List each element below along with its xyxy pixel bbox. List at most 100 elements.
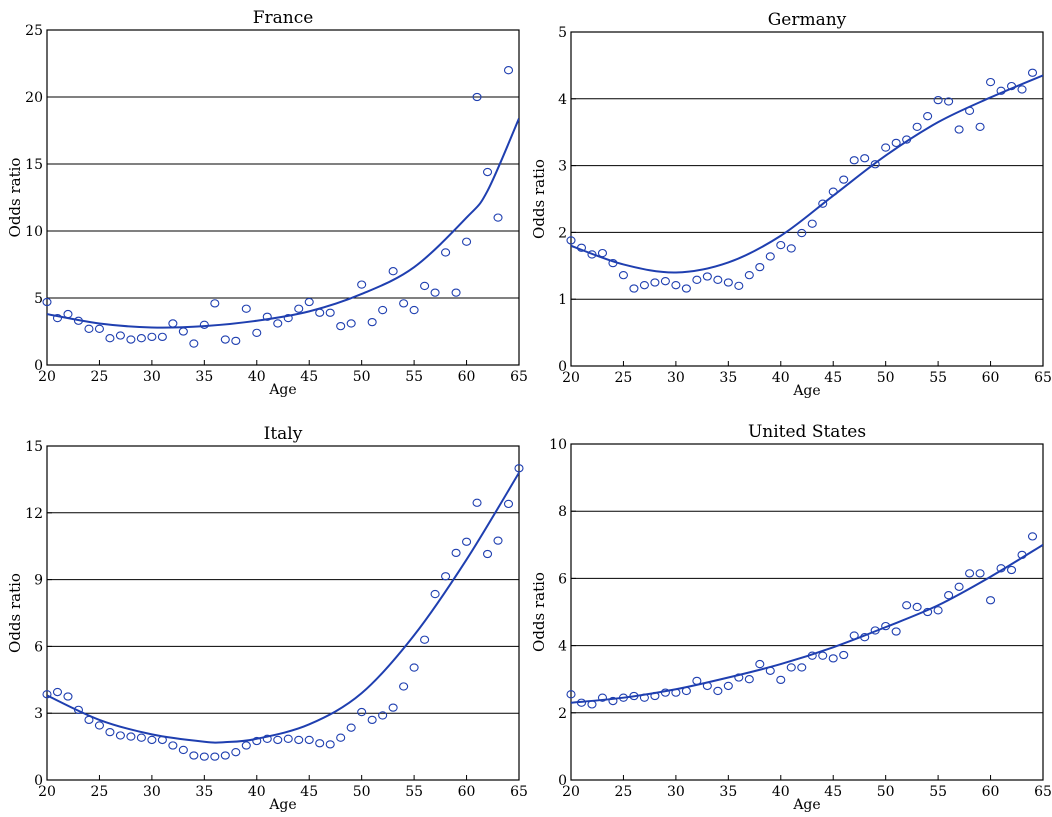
x-tick-label: 40 (772, 370, 790, 386)
data-point (566, 690, 576, 699)
plot-frame (46, 445, 520, 781)
data-point (891, 627, 901, 636)
y-axis-label: Odds ratio (530, 159, 548, 239)
data-point (168, 319, 178, 328)
data-point (241, 304, 251, 313)
data-point (986, 596, 996, 605)
data-point (807, 219, 817, 228)
data-point (755, 659, 765, 669)
data-point (105, 727, 115, 737)
plot-frame (570, 31, 1044, 367)
data-point (755, 262, 765, 272)
x-tick-label: 55 (929, 370, 947, 386)
data-point (304, 297, 314, 307)
data-point (902, 601, 912, 610)
data-point (189, 339, 199, 348)
data-point (273, 735, 283, 745)
x-tick-label: 45 (300, 784, 318, 800)
chart-panel-2: 0 3 6 9 12 15 20 25 30 35 40 45 50 55 60 65 Italy Age Odds… (6, 424, 528, 813)
data-point (325, 740, 335, 749)
data-point (273, 319, 283, 328)
data-point (115, 331, 125, 340)
data-point (262, 312, 272, 321)
x-tick-label: 65 (510, 369, 528, 385)
x-tick-label: 40 (772, 784, 790, 800)
data-point (231, 336, 241, 346)
data-point (399, 682, 409, 691)
data-point (252, 328, 262, 337)
y-tick-label: 6 (558, 571, 567, 587)
x-tick-label: 65 (1034, 784, 1052, 800)
data-point (136, 334, 146, 343)
x-tick-label: 35 (719, 370, 737, 386)
data-point (975, 122, 985, 132)
chart-panel-0: 0 5 10 15 20 25 20 25 30 35 40 45 50 55 60 65 France Age O… (6, 8, 528, 398)
x-tick-label: 60 (982, 784, 1000, 800)
x-tick-label: 65 (510, 784, 528, 800)
x-tick-label: 50 (877, 784, 895, 800)
data-point (399, 299, 409, 308)
data-point (954, 582, 964, 591)
data-point (839, 650, 849, 660)
y-tick-label: 5 (34, 291, 43, 307)
data-point (692, 275, 702, 284)
data-point (126, 732, 136, 741)
data-point (870, 160, 880, 169)
data-point (126, 335, 136, 344)
y-tick-label: 0 (558, 773, 567, 789)
data-point (336, 733, 346, 742)
data-point (629, 284, 639, 293)
data-point (944, 97, 954, 106)
fitted-curve (571, 543, 1043, 704)
data-point (493, 213, 503, 222)
y-tick-label: 25 (25, 23, 43, 39)
data-point (933, 606, 943, 615)
x-tick-label: 40 (248, 784, 266, 800)
data-point (671, 281, 681, 290)
x-tick-label: 50 (353, 369, 371, 385)
data-point (105, 334, 115, 343)
data-point (94, 721, 104, 730)
data-point (210, 752, 220, 761)
x-tick-label: 20 (562, 370, 580, 386)
data-point (797, 228, 807, 238)
fitted-curve (47, 118, 519, 329)
x-tick-label: 20 (562, 784, 580, 800)
data-point (52, 687, 63, 697)
data-point (881, 143, 891, 152)
y-tick-label: 5 (558, 25, 567, 41)
data-point (566, 236, 576, 245)
data-point (168, 741, 178, 750)
x-tick-label: 45 (824, 370, 842, 386)
data-point (336, 321, 346, 331)
data-point (136, 733, 146, 742)
data-point (828, 654, 838, 663)
x-axis-label: Age (792, 797, 820, 813)
fitted-curve (571, 74, 1043, 274)
x-tick-label: 30 (143, 784, 161, 800)
data-point (776, 240, 786, 250)
data-point (797, 663, 807, 672)
x-tick-label: 45 (300, 369, 318, 385)
data-point (462, 237, 472, 246)
y-tick-label: 8 (558, 504, 567, 520)
y-tick-label: 1 (558, 292, 567, 308)
x-tick-label: 50 (877, 370, 895, 386)
data-point (912, 122, 922, 132)
plot-frame (46, 29, 520, 366)
y-tick-label: 4 (558, 639, 567, 655)
x-tick-label: 60 (458, 369, 476, 385)
y-tick-label: 15 (25, 157, 43, 173)
data-point (975, 569, 985, 578)
data-point (597, 248, 608, 258)
data-point (231, 748, 241, 757)
data-point (660, 277, 670, 286)
data-point (482, 549, 493, 559)
chart-title: Germany (768, 10, 847, 30)
data-point (451, 548, 461, 558)
data-point (420, 635, 430, 644)
y-tick-label: 10 (549, 437, 567, 453)
chart-title: Italy (264, 424, 303, 444)
x-axis-label: Age (268, 797, 296, 813)
x-tick-label: 20 (38, 369, 56, 385)
